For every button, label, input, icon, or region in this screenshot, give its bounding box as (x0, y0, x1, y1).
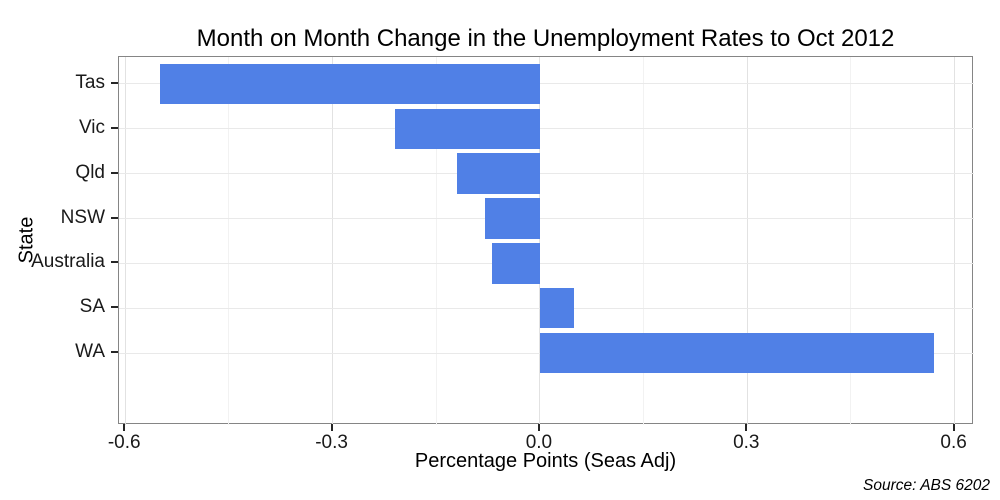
y-category-label: Tas (75, 71, 105, 93)
bar-tas (159, 63, 540, 105)
plot-panel (118, 56, 974, 425)
y-axis: Tas Vic Qld NSW Australia SA WA (0, 56, 118, 424)
gridline-minor-vertical (435, 57, 437, 425)
x-tick-label: 0.0 (525, 432, 553, 453)
x-axis-title: Percentage Points (Seas Adj) (414, 450, 677, 472)
gridline-minor-vertical (850, 57, 852, 425)
x-tick-mark (537, 424, 540, 431)
bar-vic (394, 108, 540, 149)
y-category-label: Vic (78, 116, 105, 138)
y-tick-mark (111, 171, 118, 174)
chart-title: Month on Month Change in the Unemploymen… (196, 25, 895, 52)
gridline-major-vertical (954, 57, 956, 425)
y-tick-mark (111, 351, 118, 354)
x-tick-label: 0.6 (940, 432, 967, 453)
y-category-label: SA (79, 296, 105, 318)
source-note: Source: ABS 6202 (863, 477, 990, 494)
gridline-horizontal (119, 173, 974, 175)
y-category-label: Qld (75, 161, 105, 183)
x-tick-mark (330, 424, 333, 431)
y-tick-mark (111, 216, 118, 219)
gridline-major-vertical (124, 57, 126, 425)
gridline-major-vertical (332, 57, 334, 425)
x-tick-label: -0.6 (107, 432, 141, 453)
gridline-major-vertical (539, 57, 541, 425)
gridline-horizontal (119, 128, 974, 130)
gridline-major-vertical (746, 57, 748, 425)
gridline-horizontal (119, 262, 974, 264)
x-tick-mark (745, 424, 748, 431)
gridline-horizontal (119, 218, 974, 220)
bar-wa (539, 333, 934, 374)
y-tick-mark (111, 81, 118, 84)
bar-sa (539, 288, 575, 329)
gridline-horizontal (119, 83, 974, 85)
y-tick-mark (111, 126, 118, 129)
y-axis-title: State (15, 216, 38, 264)
gridline-minor-vertical (643, 57, 645, 425)
x-axis: -0.6 -0.3 0.0 0.3 0.6 (108, 424, 973, 458)
y-category-label: Australia (31, 251, 105, 273)
bar-nsw (484, 198, 540, 239)
gridline-minor-vertical (228, 57, 230, 425)
y-tick-mark (111, 261, 118, 264)
x-tick-mark (952, 424, 955, 431)
x-tick-label: -0.3 (315, 432, 348, 453)
x-tick-label: 0.3 (733, 432, 760, 453)
y-category-label: WA (75, 341, 105, 363)
y-tick-mark (111, 306, 118, 309)
y-category-label: NSW (60, 206, 105, 228)
bar-australia (491, 243, 540, 284)
bar-qld (456, 153, 540, 194)
x-tick-mark (123, 424, 126, 431)
